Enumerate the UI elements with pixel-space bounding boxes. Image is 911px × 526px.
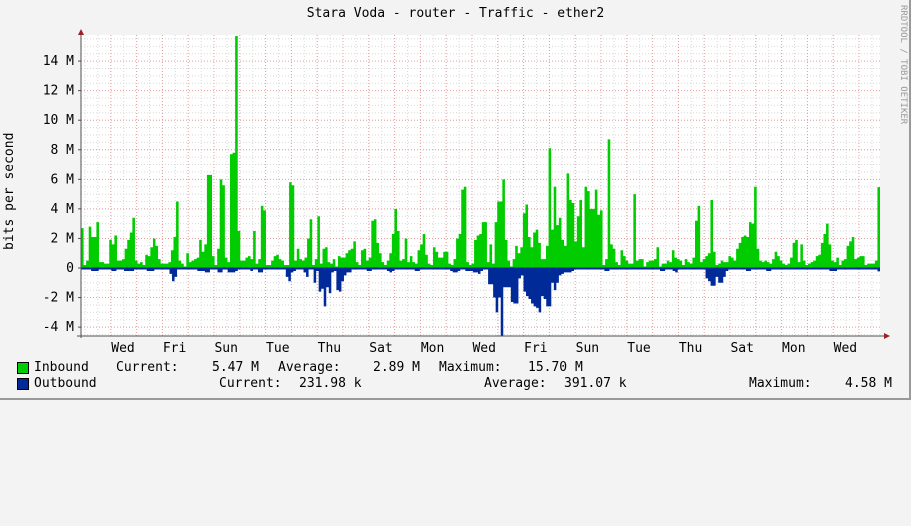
svg-text:10 M: 10 M	[43, 113, 74, 128]
svg-text:Thu: Thu	[679, 341, 702, 356]
svg-text:Wed: Wed	[472, 341, 495, 356]
svg-text:Wed: Wed	[111, 341, 134, 356]
svg-text:Mon: Mon	[782, 341, 805, 356]
legend-row-outbound: Outbound Current: 231.98 k Average: 391.…	[0, 376, 911, 392]
svg-text:Tue: Tue	[627, 341, 651, 356]
inbound-maximum-label: Maximum:	[439, 360, 502, 375]
traffic-chart: -4 M -2 M 0 2 M 4 M 6 M 8 M 10 M 12 M 14 M Wed Fri…	[43, 29, 890, 356]
legend-row-inbound: Inbound Current: 5.47 M Average: 2.89 M …	[0, 360, 911, 376]
inbound-label: Inbound	[34, 360, 89, 375]
svg-text:0: 0	[66, 261, 74, 276]
inbound-current-value: 5.47 M	[212, 360, 259, 375]
svg-text:2 M: 2 M	[51, 231, 75, 246]
inbound-maximum-value: 15.70 M	[528, 360, 583, 375]
x-axis-arrow-icon	[884, 333, 890, 339]
svg-text:Sun: Sun	[576, 341, 599, 356]
inbound-swatch-icon	[17, 362, 29, 374]
y-axis-arrow-icon	[78, 29, 84, 35]
rrdtool-watermark: RRDTOOL / TOBI OETIKER	[898, 5, 908, 125]
svg-text:Mon: Mon	[421, 341, 444, 356]
graph-frame	[0, 0, 911, 400]
outbound-swatch-icon	[17, 378, 29, 390]
svg-text:8 M: 8 M	[51, 143, 75, 158]
x-tick-labels: Wed Fri Sun Tue Thu Sat Mon Wed Fri Sun Tue Thu Sat M…	[111, 341, 857, 356]
svg-text:12 M: 12 M	[43, 84, 74, 99]
svg-text:Fri: Fri	[163, 341, 186, 356]
svg-text:Sat: Sat	[369, 341, 392, 356]
chart-title: Stara Voda - router - Traffic - ether2	[306, 6, 605, 21]
svg-text:4 M: 4 M	[51, 202, 75, 217]
svg-text:Wed: Wed	[834, 341, 857, 356]
outbound-current-label: Current:	[219, 376, 282, 391]
outbound-maximum-value: 4.58 M	[845, 376, 892, 391]
svg-text:Sun: Sun	[214, 341, 237, 356]
svg-text:Thu: Thu	[318, 341, 341, 356]
outbound-current-value: 231.98 k	[299, 376, 362, 391]
svg-text:-2 M: -2 M	[43, 291, 74, 306]
outbound-average-label: Average:	[484, 376, 547, 391]
svg-text:-4 M: -4 M	[43, 320, 74, 335]
inbound-average-value: 2.89 M	[373, 360, 420, 375]
y-tick-labels: -4 M -2 M 0 2 M 4 M 6 M 8 M 10 M 12 M 14 M	[43, 54, 81, 335]
svg-text:Fri: Fri	[524, 341, 547, 356]
svg-text:6 M: 6 M	[51, 172, 75, 187]
outbound-label: Outbound	[34, 376, 97, 391]
inbound-average-label: Average:	[278, 360, 341, 375]
svg-text:Tue: Tue	[266, 341, 290, 356]
inbound-current-label: Current:	[116, 360, 179, 375]
outbound-maximum-label: Maximum:	[749, 376, 812, 391]
svg-text:14 M: 14 M	[43, 54, 74, 69]
svg-text:Sat: Sat	[730, 341, 753, 356]
outbound-average-value: 391.07 k	[564, 376, 627, 391]
